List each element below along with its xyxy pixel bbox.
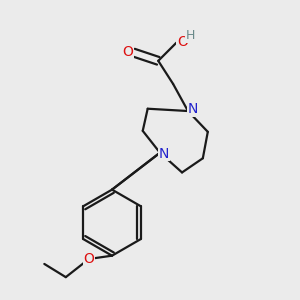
Text: N: N — [159, 147, 169, 160]
Text: N: N — [188, 102, 198, 116]
Text: H: H — [186, 29, 195, 42]
Text: O: O — [83, 252, 94, 266]
Text: O: O — [122, 45, 133, 58]
Text: O: O — [177, 35, 188, 49]
